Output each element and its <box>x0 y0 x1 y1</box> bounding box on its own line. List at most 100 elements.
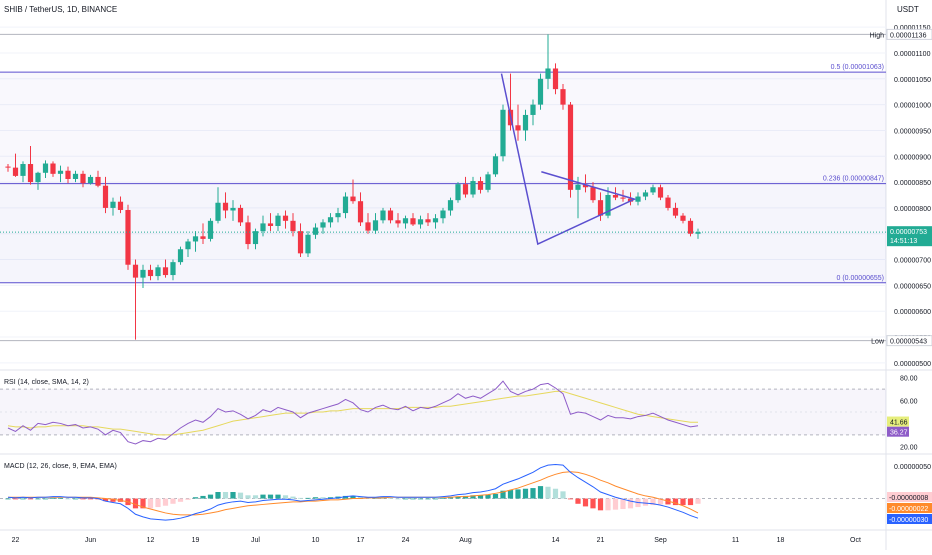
macd-histogram-bar <box>395 498 401 500</box>
candle-body[interactable] <box>567 104 574 190</box>
candle-body[interactable] <box>80 173 86 184</box>
candle-body[interactable] <box>312 227 319 235</box>
candle-body[interactable] <box>177 249 184 263</box>
candle-body[interactable] <box>447 200 454 211</box>
candle-body[interactable] <box>672 207 679 216</box>
macd-histogram-bar <box>35 498 41 500</box>
candle-body[interactable] <box>65 170 71 179</box>
candle-body[interactable] <box>192 236 199 242</box>
candle-body[interactable] <box>350 196 356 202</box>
candle-body[interactable] <box>170 262 176 276</box>
candle-body[interactable] <box>590 187 596 201</box>
candle-body[interactable] <box>140 269 146 278</box>
candle-body[interactable] <box>132 264 139 278</box>
candle-body[interactable] <box>125 209 131 265</box>
candle-body[interactable] <box>455 184 461 201</box>
candle-body[interactable] <box>200 236 206 239</box>
candle-body[interactable] <box>207 220 214 239</box>
candle-body[interactable] <box>252 231 259 245</box>
candle-body[interactable] <box>305 234 311 254</box>
candle-body[interactable] <box>530 104 536 115</box>
candle-body[interactable] <box>215 202 221 221</box>
candle-body[interactable] <box>485 174 491 190</box>
candle-body[interactable] <box>95 176 101 186</box>
candle-body[interactable] <box>5 166 11 168</box>
candle-body[interactable] <box>117 201 124 210</box>
fib-level-label: 0.5 (0.00001063) <box>831 64 884 71</box>
candle-body[interactable] <box>102 185 109 208</box>
candle-body[interactable] <box>275 215 281 226</box>
candle-body[interactable] <box>282 215 289 221</box>
candle-body[interactable] <box>605 195 611 216</box>
candle-body[interactable] <box>267 223 274 226</box>
candle-body[interactable] <box>597 200 604 216</box>
candle-body[interactable] <box>387 210 394 221</box>
candle-body[interactable] <box>582 184 589 188</box>
candle-body[interactable] <box>12 167 19 176</box>
candle-body[interactable] <box>470 181 476 195</box>
candle-body[interactable] <box>342 196 349 214</box>
candle-body[interactable] <box>237 207 244 223</box>
candle-body[interactable] <box>57 170 64 174</box>
candle-body[interactable] <box>492 156 499 175</box>
macd-histogram-bar <box>582 498 589 507</box>
macd-histogram-bar <box>327 497 334 499</box>
candle-body[interactable] <box>395 220 401 224</box>
candle-body[interactable] <box>357 201 364 223</box>
candle-body[interactable] <box>245 222 251 245</box>
candle-body[interactable] <box>320 222 326 228</box>
candle-body[interactable] <box>335 213 341 218</box>
candle-body[interactable] <box>537 78 544 105</box>
candle-body[interactable] <box>35 172 41 183</box>
candle-body[interactable] <box>290 220 296 232</box>
candle-body[interactable] <box>42 163 49 173</box>
candle-body[interactable] <box>87 176 94 184</box>
candle-body[interactable] <box>650 187 656 193</box>
candle-body[interactable] <box>612 195 619 198</box>
candle-body[interactable] <box>365 222 371 231</box>
candle-body[interactable] <box>432 218 439 223</box>
candle-body[interactable] <box>297 231 304 254</box>
candle-body[interactable] <box>417 219 424 225</box>
candle-body[interactable] <box>425 219 431 223</box>
candle-body[interactable] <box>72 173 79 179</box>
candle-body[interactable] <box>680 215 686 221</box>
candle-body[interactable] <box>27 164 34 183</box>
candle-body[interactable] <box>110 201 116 208</box>
candle-body[interactable] <box>185 241 191 250</box>
candle-body[interactable] <box>260 223 266 232</box>
candle-body[interactable] <box>477 181 484 190</box>
candle-body[interactable] <box>515 125 521 131</box>
candle-body[interactable] <box>635 196 641 202</box>
candle-body[interactable] <box>642 192 649 197</box>
candle-body[interactable] <box>500 109 506 157</box>
candle-body[interactable] <box>657 187 664 198</box>
candle-body[interactable] <box>410 218 416 225</box>
candle-body[interactable] <box>222 202 229 211</box>
macd-tick-label: 0.00000050 <box>894 464 931 471</box>
candle-body[interactable] <box>230 207 236 211</box>
candle-body[interactable] <box>552 68 559 90</box>
candle-body[interactable] <box>155 267 161 277</box>
candle-body[interactable] <box>575 184 581 190</box>
candle-body[interactable] <box>522 114 529 131</box>
candle-body[interactable] <box>695 232 701 234</box>
candle-body[interactable] <box>687 220 694 234</box>
candle-body[interactable] <box>462 184 469 195</box>
candle-body[interactable] <box>50 163 56 174</box>
candle-body[interactable] <box>147 269 154 277</box>
candle-body[interactable] <box>402 218 409 224</box>
candle-body[interactable] <box>372 220 379 231</box>
candle-body[interactable] <box>327 217 334 223</box>
candle-body[interactable] <box>440 210 446 219</box>
candle-body[interactable] <box>380 210 386 221</box>
candle-body[interactable] <box>620 197 626 199</box>
candle-body[interactable] <box>665 197 671 208</box>
candle-body[interactable] <box>162 267 169 276</box>
candle-body[interactable] <box>545 68 551 79</box>
candle-body[interactable] <box>20 164 26 176</box>
macd-histogram-bar <box>222 492 229 499</box>
candle-body[interactable] <box>560 89 566 105</box>
